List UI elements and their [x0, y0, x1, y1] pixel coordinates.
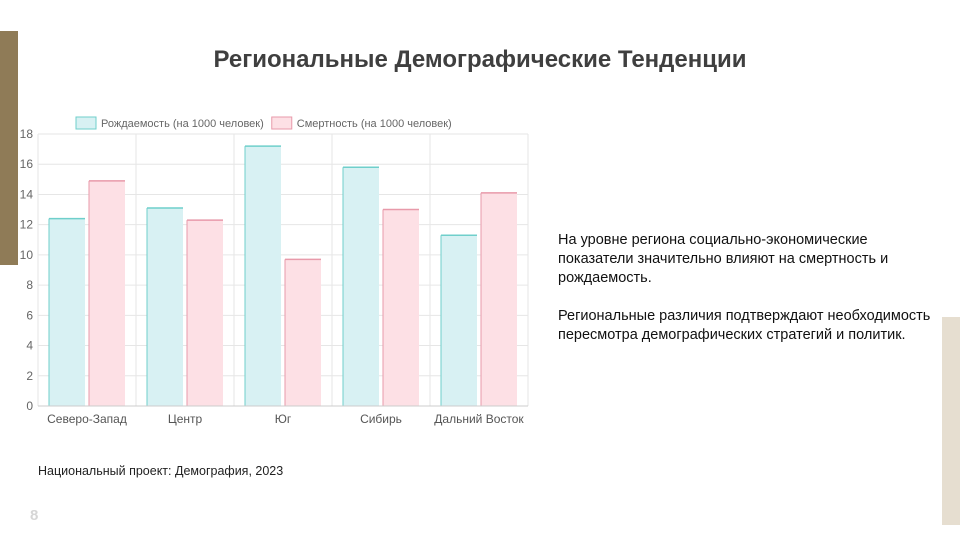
y-tick-label: 8 [26, 278, 33, 292]
bar-death-rate [481, 192, 517, 406]
legend-label: Смертность (на 1000 человек) [297, 118, 452, 130]
bar-birth-rate [245, 146, 281, 406]
y-tick-label: 6 [26, 308, 33, 322]
bar-birth-rate [441, 235, 477, 406]
x-tick-label: Северо-Запад [47, 412, 127, 426]
y-tick-label: 12 [20, 218, 34, 232]
bar-death-rate [383, 209, 419, 406]
legend-label: Рождаемость (на 1000 человек) [101, 118, 264, 130]
commentary-paragraph-2: Региональные различия подтверждают необх… [558, 308, 931, 343]
legend-swatch [75, 116, 97, 130]
bar-birth-rate [147, 208, 183, 406]
right-accent-bar [942, 317, 960, 525]
y-tick-label: 4 [26, 339, 33, 353]
x-tick-label: Сибирь [360, 412, 402, 426]
y-tick-label: 0 [26, 399, 33, 413]
bar-death-rate [187, 220, 223, 406]
page-number: 8 [30, 507, 39, 524]
y-tick-label: 18 [20, 127, 34, 141]
left-accent-bar [0, 31, 18, 265]
bar-death-rate [285, 259, 321, 406]
source-note: Национальный проект: Демография, 2023 [38, 464, 284, 478]
bar-birth-rate [343, 167, 379, 406]
x-tick-label: Юг [275, 412, 292, 426]
commentary-paragraph-1: На уровне региона социально-экономически… [558, 232, 889, 286]
page-title: Региональные Демографические Тенденции [213, 46, 747, 73]
y-tick-label: 10 [20, 248, 34, 262]
y-tick-label: 14 [20, 187, 34, 201]
x-tick-label: Дальний Восток [434, 412, 524, 426]
y-tick-label: 16 [20, 157, 34, 171]
legend-swatch [271, 116, 293, 130]
commentary: На уровне региона социально-экономически… [558, 231, 938, 364]
x-tick-label: Центр [168, 412, 203, 426]
bar-chart: 0 2 4 6 8 10 12 14 16 18 Северо-Запад Центр Юг Сибирь… [20, 116, 529, 426]
bar-death-rate [89, 180, 125, 406]
bar-birth-rate [49, 218, 85, 406]
y-tick-label: 2 [26, 369, 33, 383]
